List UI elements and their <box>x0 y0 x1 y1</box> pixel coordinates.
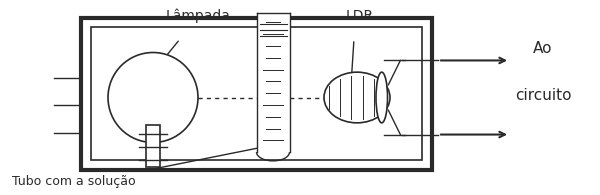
Circle shape <box>108 52 198 143</box>
Text: Lâmpada: Lâmpada <box>166 8 230 23</box>
Ellipse shape <box>376 72 388 123</box>
Bar <box>146 124 160 167</box>
Text: circuito: circuito <box>515 88 571 103</box>
Bar <box>81 18 432 170</box>
Bar <box>91 27 422 160</box>
Text: Ao: Ao <box>533 41 553 56</box>
Text: Tubo com a solução: Tubo com a solução <box>12 175 136 188</box>
Bar <box>257 13 290 152</box>
Text: LDR: LDR <box>346 9 374 23</box>
Ellipse shape <box>324 72 390 123</box>
